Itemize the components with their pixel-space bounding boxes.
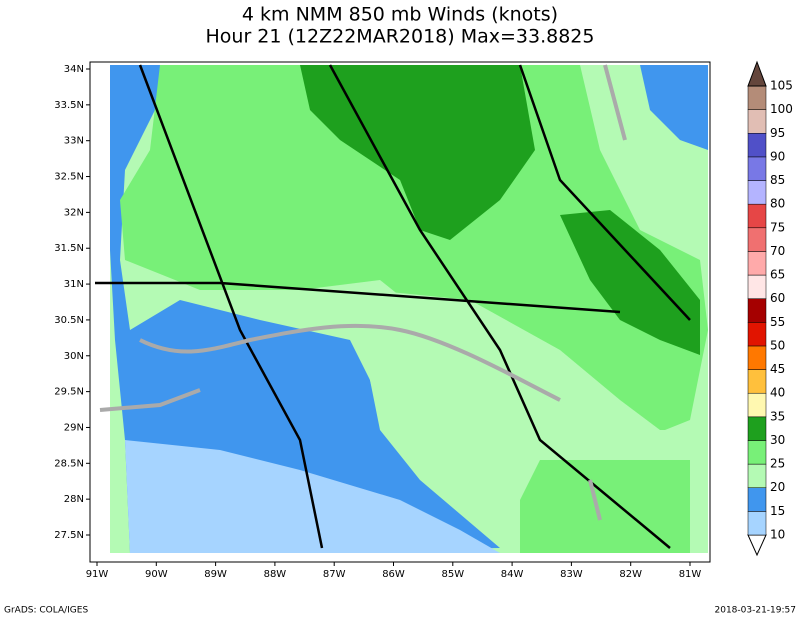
colorbar-label: 55: [770, 315, 785, 329]
lat-label: 30N: [64, 351, 84, 362]
lon-label: 83W: [560, 569, 583, 580]
lon-label: 82W: [619, 569, 642, 580]
lon-axis: 91W 90W 89W 88W 87W 86W 85W 84W 83W 82W 81W: [86, 562, 702, 580]
colorbar-box: [747, 156, 767, 181]
lat-label: 34N: [64, 64, 84, 75]
title-line: Hour 21 (12Z22MAR2018) Max=33.8825: [206, 26, 595, 48]
colorbar: 10 15 20 25 30 35 40 45 50 55 60 65 70 75 80 85 90 95 100 1…: [747, 60, 793, 557]
colorbar-box: [747, 322, 767, 347]
colorbar-box: [747, 369, 767, 394]
lat-label: 28N: [64, 494, 84, 505]
lat-label: 31.5N: [54, 243, 84, 254]
colorbar-box: [747, 203, 767, 229]
colorbar-cap: [747, 60, 767, 87]
colorbar-label: 90: [770, 149, 785, 163]
lat-label: 32.5N: [54, 172, 84, 183]
colorbar-label: 10: [770, 528, 785, 542]
lon-label: 90W: [145, 569, 168, 580]
lon-label: 85W: [441, 569, 464, 580]
colorbar-cap: [747, 534, 767, 557]
colorbar-label: 15: [770, 504, 785, 518]
lat-label: 29.5N: [54, 387, 84, 398]
colorbar-box: [747, 511, 767, 536]
lon-label: 91W: [86, 569, 109, 580]
lat-label: 32N: [64, 207, 84, 218]
colorbar-label: 45: [770, 362, 785, 376]
colorbar-box: [747, 416, 767, 441]
lat-label: 29N: [64, 422, 84, 433]
colorbar-box: [747, 463, 767, 488]
colorbar-label: 30: [770, 433, 785, 447]
colorbar-label: 60: [770, 291, 785, 305]
lat-label: 27.5N: [54, 530, 84, 541]
colorbar-label: 70: [770, 244, 785, 258]
wind-30-35: [560, 210, 700, 355]
colorbar-box: [747, 440, 767, 465]
colorbar-box: [747, 180, 767, 205]
colorbar-box: [747, 298, 767, 323]
lon-label: 84W: [501, 569, 524, 580]
colorbar-label: 20: [770, 480, 785, 494]
colorbar-label: 105: [770, 79, 793, 93]
colorbar-box: [747, 392, 767, 418]
lon-label: 88W: [264, 569, 287, 580]
wind-15-20: [640, 65, 708, 150]
footer-right: 2018-03-21-19:57: [715, 606, 797, 616]
colorbar-box: [747, 487, 767, 512]
lat-label: 31N: [64, 279, 84, 290]
colorbar-box: [747, 251, 767, 276]
colorbar-label: 100: [770, 102, 793, 116]
colorbar-box: [747, 274, 767, 299]
wind-30-35: [300, 65, 535, 240]
colorbar-label: 95: [770, 126, 785, 140]
lat-label: 33N: [64, 136, 84, 147]
colorbar-label: 85: [770, 173, 785, 187]
colorbar-box: [747, 85, 767, 110]
colorbar-box: [747, 345, 767, 370]
coastline: [99, 64, 627, 521]
lat-label: 33.5N: [54, 100, 84, 111]
wind-15-20: [110, 65, 500, 553]
colorbar-label: 50: [770, 338, 785, 352]
footer-left: GrADS: COLA/IGES: [4, 606, 88, 616]
wind-25-30: [520, 460, 690, 553]
colorbar-label: 25: [770, 457, 785, 471]
lat-label: 30.5N: [54, 315, 84, 326]
lon-label: 86W: [382, 569, 405, 580]
map: [89, 61, 711, 563]
boundary-lines: [95, 64, 691, 549]
lon-label: 87W: [323, 569, 346, 580]
lon-label: 81W: [679, 569, 702, 580]
colorbar-box: [747, 109, 767, 134]
colorbar-box: [747, 227, 767, 252]
colorbar-box: [747, 133, 767, 158]
lat-axis: 34N 33.5N 33N 32.5N 32N 31.5N 31N 30.5N 30N 29.5N…: [54, 64, 90, 541]
colorbar-label: 40: [770, 386, 785, 400]
colorbar-label: 65: [770, 268, 785, 282]
lat-label: 28.5N: [54, 458, 84, 469]
wind-25-30: [120, 65, 708, 440]
colorbar-label: 80: [770, 197, 785, 211]
colorbar-label: 35: [770, 409, 785, 423]
lon-label: 89W: [204, 569, 227, 580]
title-line: 4 km NMM 850 mb Winds (knots): [242, 4, 558, 26]
colorbar-label: 75: [770, 220, 785, 234]
